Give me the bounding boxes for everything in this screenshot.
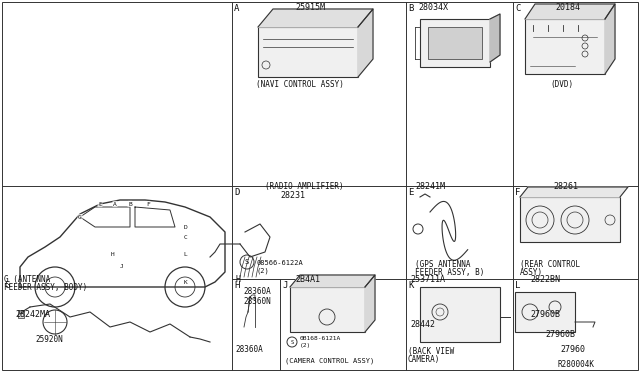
Text: G (ANTENNA: G (ANTENNA [4,275,51,284]
Text: L: L [515,281,520,290]
Text: S: S [245,259,249,265]
Text: K: K [183,279,187,285]
Text: G: G [4,281,10,290]
Text: J: J [282,281,287,290]
Bar [420,19,490,67]
Text: 28242MA: 28242MA [15,310,50,319]
Text: ASSY): ASSY) [520,268,543,277]
Text: 27960B: 27960B [545,330,575,339]
Text: 20184: 20184 [555,3,580,12]
Text: 253711A: 253711A [410,275,445,284]
Text: (DVD): (DVD) [550,80,573,89]
Text: (RADIO AMPLIFIER): (RADIO AMPLIFIER) [265,182,344,191]
Text: 28034X: 28034X [418,3,448,12]
Polygon shape [365,275,375,332]
Bar [515,292,575,332]
Text: (BACK VIEW: (BACK VIEW [408,347,454,356]
Polygon shape [605,4,615,74]
Text: G: G [78,215,82,219]
Text: F: F [515,188,520,197]
Text: C: C [183,234,187,240]
Bar [258,27,358,77]
Text: 28231: 28231 [280,191,305,200]
Text: 28442: 28442 [410,320,435,329]
Text: 27960: 27960 [560,345,585,354]
Text: 25920N: 25920N [35,335,63,344]
Text: L: L [183,251,187,257]
Text: 2B4A1: 2B4A1 [295,275,320,284]
Text: FEEDER ASSY, BODY): FEEDER ASSY, BODY) [4,283,87,292]
Text: E: E [408,188,413,197]
Text: H: H [110,251,114,257]
Text: 2822BN: 2822BN [530,275,560,284]
Text: 28241M: 28241M [415,182,445,191]
Text: 28360A: 28360A [243,287,271,296]
Text: E: E [98,202,102,206]
Bar [18,310,24,318]
Text: 28360N: 28360N [243,297,271,306]
Polygon shape [525,4,615,19]
Text: R280004K: R280004K [558,360,595,369]
Text: (GPS ANTENNA: (GPS ANTENNA [415,260,470,269]
Text: F: F [146,202,150,206]
Text: C: C [515,4,520,13]
Text: 28261: 28261 [553,182,578,191]
Text: 25915M: 25915M [295,3,325,12]
Text: (REAR CONTROL: (REAR CONTROL [520,260,580,269]
Bar [420,287,500,342]
Text: A: A [234,4,239,13]
Text: CAMERA): CAMERA) [408,355,440,364]
Text: (NAVI CONTROL ASSY): (NAVI CONTROL ASSY) [256,80,344,89]
Bar [520,197,620,242]
Text: S: S [291,340,294,344]
Polygon shape [358,9,373,77]
Text: (CAMERA CONTROL ASSY): (CAMERA CONTROL ASSY) [285,357,374,363]
Text: H: H [235,275,240,284]
Text: H: H [234,281,239,290]
Polygon shape [520,187,628,197]
Text: 28360A: 28360A [235,345,263,354]
Bar [525,19,605,74]
Bar [428,27,482,59]
Text: B: B [408,4,413,13]
Polygon shape [490,14,500,62]
Polygon shape [290,275,375,287]
Polygon shape [258,9,373,27]
Text: B: B [128,202,132,206]
Text: J: J [120,264,124,269]
Text: 0B168-6121A: 0B168-6121A [300,336,341,341]
Bar [290,287,365,332]
Text: 08566-6122A: 08566-6122A [257,260,304,266]
Text: A: A [113,202,117,206]
Text: D: D [234,188,239,197]
Text: FEEDER ASSY, B): FEEDER ASSY, B) [415,268,484,277]
Text: (2): (2) [257,267,269,273]
Text: D: D [183,224,187,230]
Text: K: K [408,281,413,290]
Text: (2): (2) [300,343,311,348]
Text: 27960B: 27960B [530,310,560,319]
